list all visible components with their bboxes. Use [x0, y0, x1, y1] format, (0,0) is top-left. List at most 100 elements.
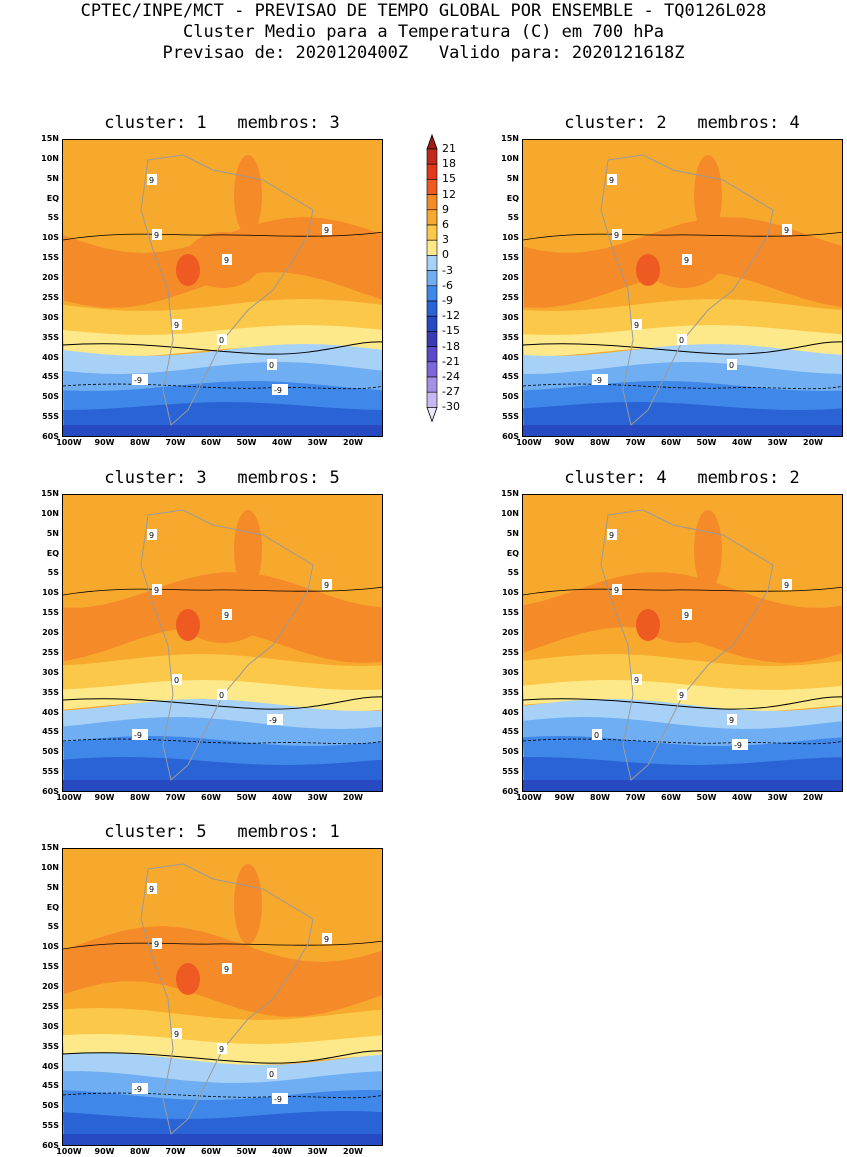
colorbar-swatch: [426, 285, 438, 302]
lon-label: 50W: [696, 793, 717, 802]
lat-label: 45S: [502, 372, 519, 382]
contour-minus-9: [63, 1092, 382, 1099]
colorbar-label: -18: [442, 339, 460, 353]
contour-label-box: [677, 689, 687, 700]
lon-label: 100W: [56, 438, 82, 447]
contour-label-box: [152, 938, 162, 949]
contour-label: 9: [609, 531, 614, 540]
lon-label: 70W: [625, 793, 646, 802]
lon-label: 40W: [272, 793, 292, 802]
temperature-field-4: 9 9 9 9 9 9 9 0 -9: [523, 495, 842, 791]
contour-label: -9: [134, 731, 142, 740]
contour-label: 0: [269, 361, 274, 370]
lat-label: 15S: [502, 253, 519, 263]
lat-label: 25S: [42, 292, 59, 302]
lat-label: EQ: [46, 193, 59, 203]
lat-label: 5N: [46, 528, 59, 538]
lat-label: EQ: [506, 548, 519, 558]
lat-label: 5S: [47, 213, 59, 223]
lat-label: 30S: [42, 1021, 59, 1031]
lon-label: 100W: [56, 1147, 82, 1156]
colorbar-swatch: [426, 391, 438, 408]
contour-label-box: [272, 384, 288, 395]
header-line-1: CPTEC/INPE/MCT - PREVISAO DE TEMPO GLOBA…: [80, 1, 767, 21]
contour-label-box: [782, 224, 792, 235]
contour-label: 9: [154, 231, 159, 240]
contour-label-box: [592, 729, 602, 740]
contour-label-box: [267, 1068, 277, 1079]
lat-label: 10N: [41, 862, 59, 872]
contour-9: [63, 586, 382, 596]
contour-label: 9: [784, 226, 789, 235]
lon-label: 100W: [56, 793, 82, 802]
lat-label: 5N: [46, 173, 59, 183]
lon-label: 50W: [236, 438, 257, 447]
lat-label: 55S: [42, 1121, 59, 1131]
lat-label: 25S: [502, 647, 519, 657]
lon-label: 20W: [343, 793, 363, 802]
lat-label: 40S: [502, 352, 519, 362]
colorbar-swatch: [426, 148, 438, 165]
contour-label-box: [152, 584, 162, 595]
lat-label: 25S: [502, 292, 519, 302]
lat-label: 35S: [42, 687, 59, 697]
colorbar-label: 6: [442, 218, 449, 231]
contour-label-box: [322, 224, 332, 235]
contour-label-box: [682, 609, 692, 620]
contour-label: 9: [224, 965, 229, 974]
contour-label-box: [132, 729, 148, 740]
lat-label: 10N: [41, 508, 59, 518]
colorbar-label: 0: [442, 248, 449, 262]
contour-label-box: [732, 739, 748, 750]
lat-label: 10S: [502, 233, 519, 243]
lat-label: 50S: [42, 392, 59, 402]
lat-label: 35S: [42, 332, 59, 342]
contour-label-box: [322, 933, 332, 944]
contour-label-box: [152, 229, 162, 240]
colorbar-label: -21: [442, 354, 460, 368]
panel-title-5: cluster: 5 membros: 1: [104, 822, 340, 842]
lat-label: 55S: [42, 767, 59, 777]
lat-label: 5S: [507, 213, 519, 223]
contour-minus-9: [63, 738, 382, 745]
lat-label: 10S: [42, 942, 59, 952]
colorbar-swatch: [426, 376, 438, 393]
contour-label: 9: [324, 226, 329, 235]
lon-label: 50W: [236, 1147, 257, 1156]
lat-label: 45S: [42, 727, 59, 737]
contour-0: [63, 1050, 382, 1064]
colorbar-swatch: [426, 194, 438, 211]
contour-label-box: [222, 963, 232, 974]
lat-label: 15S: [42, 962, 59, 972]
lat-label: 20S: [42, 628, 59, 638]
contour-label: -9: [134, 376, 142, 385]
colorbar-label: -30: [442, 400, 460, 414]
lon-label: 90W: [554, 793, 575, 802]
colorbar-swatch: [426, 163, 438, 180]
lat-label: 50S: [42, 747, 59, 757]
lon-label: 60W: [661, 793, 681, 802]
contour-9: [523, 231, 842, 241]
lon-label: 80W: [130, 1147, 150, 1156]
colorbar-bar: [426, 133, 438, 423]
lat-label: 15N: [41, 134, 59, 143]
contour-label: -9: [274, 386, 282, 395]
lon-label: 90W: [94, 1147, 115, 1156]
contour-label-box: [217, 689, 227, 700]
contour-label-box: [272, 1093, 288, 1104]
lat-label: 10N: [41, 153, 59, 163]
lon-label: 30W: [307, 438, 328, 447]
colorbar-swatch: [426, 346, 438, 363]
lon-label: 30W: [767, 793, 788, 802]
colorbar-label: -24: [442, 370, 460, 383]
lat-label: 45S: [502, 727, 519, 737]
contour-label-box: [677, 334, 687, 345]
lon-label: 40W: [272, 438, 292, 447]
colorbar-swatch: [426, 300, 438, 317]
lat-label: 60S: [502, 787, 519, 796]
contour-label-box: [322, 579, 332, 590]
lat-label: 40S: [42, 352, 59, 362]
contour-label: 9: [224, 256, 229, 265]
lon-label: 30W: [767, 438, 788, 447]
lat-label: 20S: [502, 628, 519, 638]
